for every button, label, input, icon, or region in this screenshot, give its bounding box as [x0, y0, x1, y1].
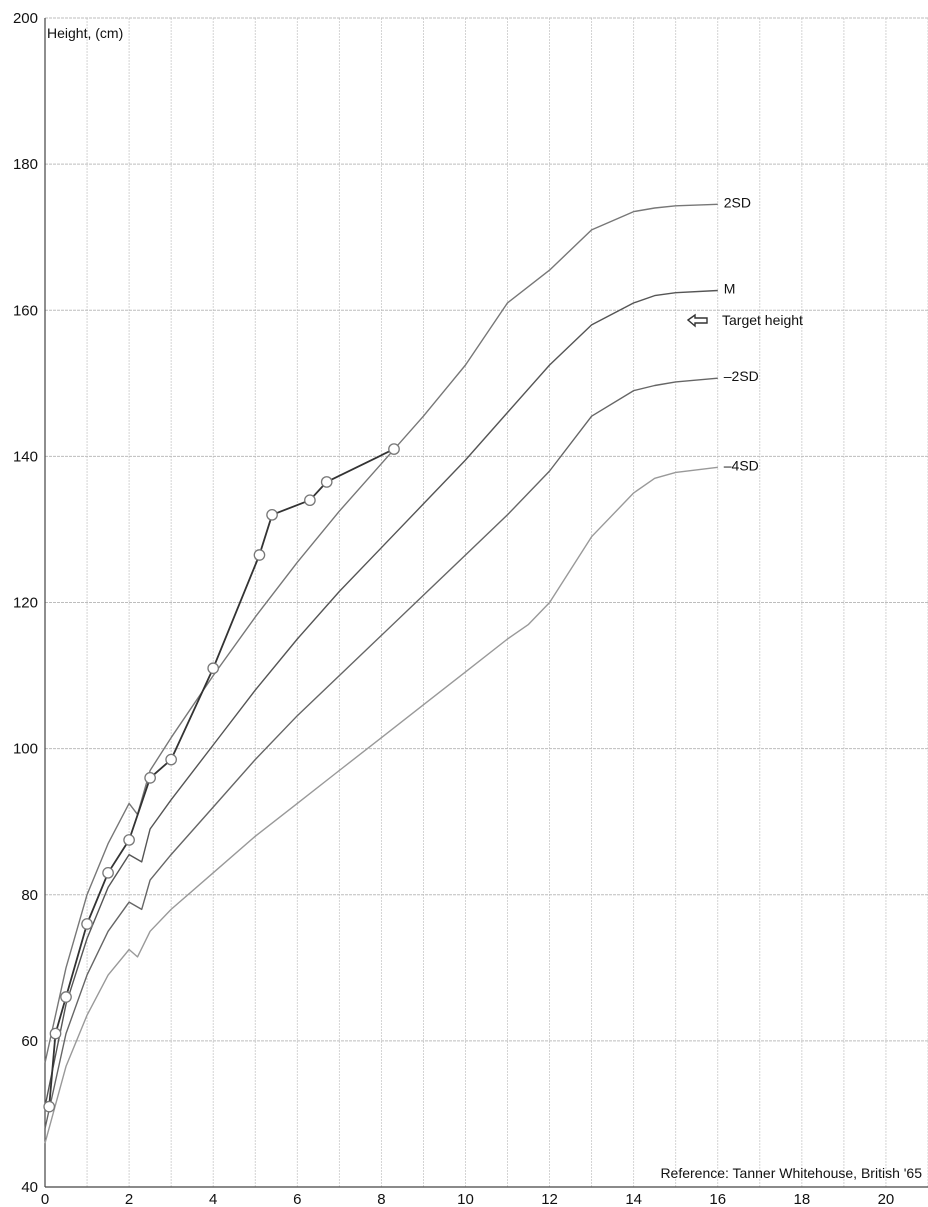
x-tick-label: 10 [457, 1191, 474, 1207]
patient-series-line [48, 448, 395, 1107]
target-height-label: Target height [722, 312, 803, 328]
reference-curve-line [44, 203, 718, 1063]
y-tick-label: 160 [13, 302, 38, 319]
patient-data-point [320, 476, 333, 488]
reference-note: Reference: Tanner Whitehouse, British '6… [660, 1165, 922, 1181]
left-arrow-icon [686, 313, 708, 328]
y-axis-label: Height, (cm) [47, 25, 123, 41]
patient-data-point [81, 918, 93, 930]
x-tick-label: 14 [625, 1191, 642, 1207]
axes: 40 60 80 100 120 140 160 180 200 0 2 4 6 8 10 12 14 16 18 2… [13, 10, 928, 1207]
patient-data-point [165, 753, 177, 766]
y-tick-label: 200 [13, 10, 38, 27]
x-tick-label: 8 [377, 1191, 385, 1207]
patient-data-point [102, 866, 114, 879]
patient-data-point [49, 1027, 62, 1040]
y-tick-label: 120 [13, 595, 38, 612]
series-label: M [724, 281, 736, 297]
y-tick-label: 140 [13, 448, 38, 465]
y-tick-label: 80 [21, 887, 38, 904]
y-tick-label: 100 [13, 741, 38, 758]
y-tick-label: 40 [21, 1179, 38, 1196]
patient-data-point [60, 991, 72, 1003]
series-label: –4SD [724, 457, 759, 473]
x-tick-label: 2 [125, 1191, 133, 1207]
patient-data-point [253, 549, 266, 561]
reference-curve-line [44, 289, 718, 1107]
grid [44, 17, 928, 1188]
x-tick-label: 6 [293, 1191, 301, 1207]
patient-data-point [144, 771, 156, 784]
series-label: –2SD [724, 368, 759, 384]
x-tick-label: 16 [709, 1191, 726, 1207]
reference-curve-line [44, 466, 718, 1144]
y-tick-label: 60 [21, 1033, 38, 1050]
x-tick-label: 20 [878, 1191, 895, 1207]
patient-data-point [43, 1100, 56, 1113]
x-tick-label: 0 [41, 1191, 49, 1207]
x-tick-label: 18 [794, 1191, 811, 1207]
series-label: 2SD [724, 194, 751, 210]
patient-data-point [207, 662, 220, 675]
reference-curve-line [44, 377, 718, 1129]
series [43, 203, 718, 1144]
patient-data-point [266, 508, 278, 521]
y-tick-label: 180 [13, 156, 38, 173]
target-height-marker: Target height [686, 312, 803, 328]
x-tick-label: 12 [541, 1191, 558, 1207]
patient-data-point [123, 834, 135, 846]
x-tick-label: 4 [209, 1191, 217, 1207]
patient-data-point [388, 443, 400, 455]
patient-data-point [304, 494, 316, 507]
labels: Height, (cm) Reference: Tanner Whitehous… [47, 25, 922, 1181]
